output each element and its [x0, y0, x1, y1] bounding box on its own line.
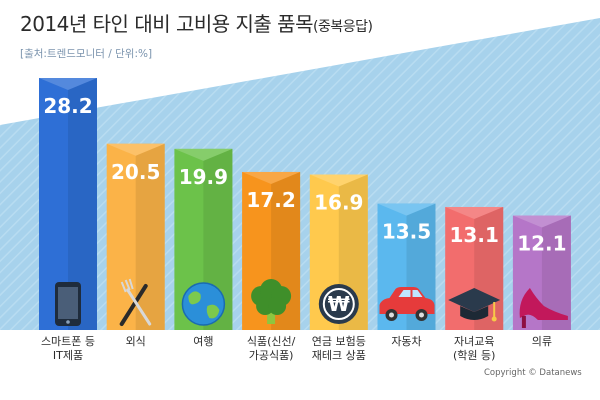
copyright: Copyright © Datanews: [484, 368, 582, 378]
data-label: 28.2: [43, 94, 92, 118]
bar-cap: [309, 174, 368, 187]
tick-label: 연금 보험등: [312, 335, 366, 348]
tick-label: 식품(신선/: [247, 335, 296, 348]
tick-label: 스마트폰 등: [41, 335, 95, 348]
bar-group: 13.5 자동차: [377, 203, 436, 348]
chart-title: 2014년 타인 대비 고비용 지출 품목(중복응답): [20, 12, 373, 36]
tick-label: 가공식품): [249, 349, 294, 362]
bar-cap: [174, 148, 233, 161]
svg-text:₩: ₩: [328, 292, 350, 316]
data-label: 20.5: [111, 160, 160, 184]
bar-shade: [135, 143, 165, 330]
bar-cap: [445, 206, 504, 219]
bar-cap: [377, 203, 436, 216]
tick-label: IT제품: [53, 349, 83, 362]
tick-label: 의류: [532, 335, 552, 348]
high-heel-icon: [519, 288, 568, 328]
data-label: 13.1: [450, 223, 499, 247]
bar-cap: [106, 143, 165, 156]
smartphone-icon: [55, 282, 81, 326]
bar-cap: [39, 78, 97, 90]
tick-label: (학원 등): [453, 349, 495, 362]
bar-group: 13.1 자녀교육(학원 등): [445, 206, 504, 362]
bar-cap: [512, 215, 571, 228]
globe-icon: [181, 282, 226, 326]
bar-group: 20.5 외식: [106, 143, 165, 348]
won-coin-icon: ₩: [318, 284, 359, 324]
broccoli-icon: [251, 279, 292, 324]
data-label: 12.1: [517, 232, 566, 256]
car-icon: [379, 287, 435, 321]
fork-knife-icon: [119, 278, 152, 326]
source-note: [출처:트렌드모니터 / 단위:%]: [20, 48, 153, 60]
tick-label: 자녀교육: [454, 335, 494, 348]
tick-label: 여행: [193, 335, 213, 348]
label-area: [0, 330, 600, 400]
graduation-cap-icon: [448, 288, 501, 322]
bar-cap: [242, 171, 301, 184]
bar-group: 12.1 의류: [512, 215, 571, 348]
data-label: 13.5: [382, 220, 431, 244]
tick-label: 외식: [126, 335, 146, 348]
data-label: 16.9: [314, 191, 363, 215]
data-label: 19.9: [179, 165, 228, 189]
tick-label: 재테크 상품: [312, 349, 366, 362]
tick-label: 자동차: [391, 335, 421, 348]
data-label: 17.2: [246, 188, 295, 212]
